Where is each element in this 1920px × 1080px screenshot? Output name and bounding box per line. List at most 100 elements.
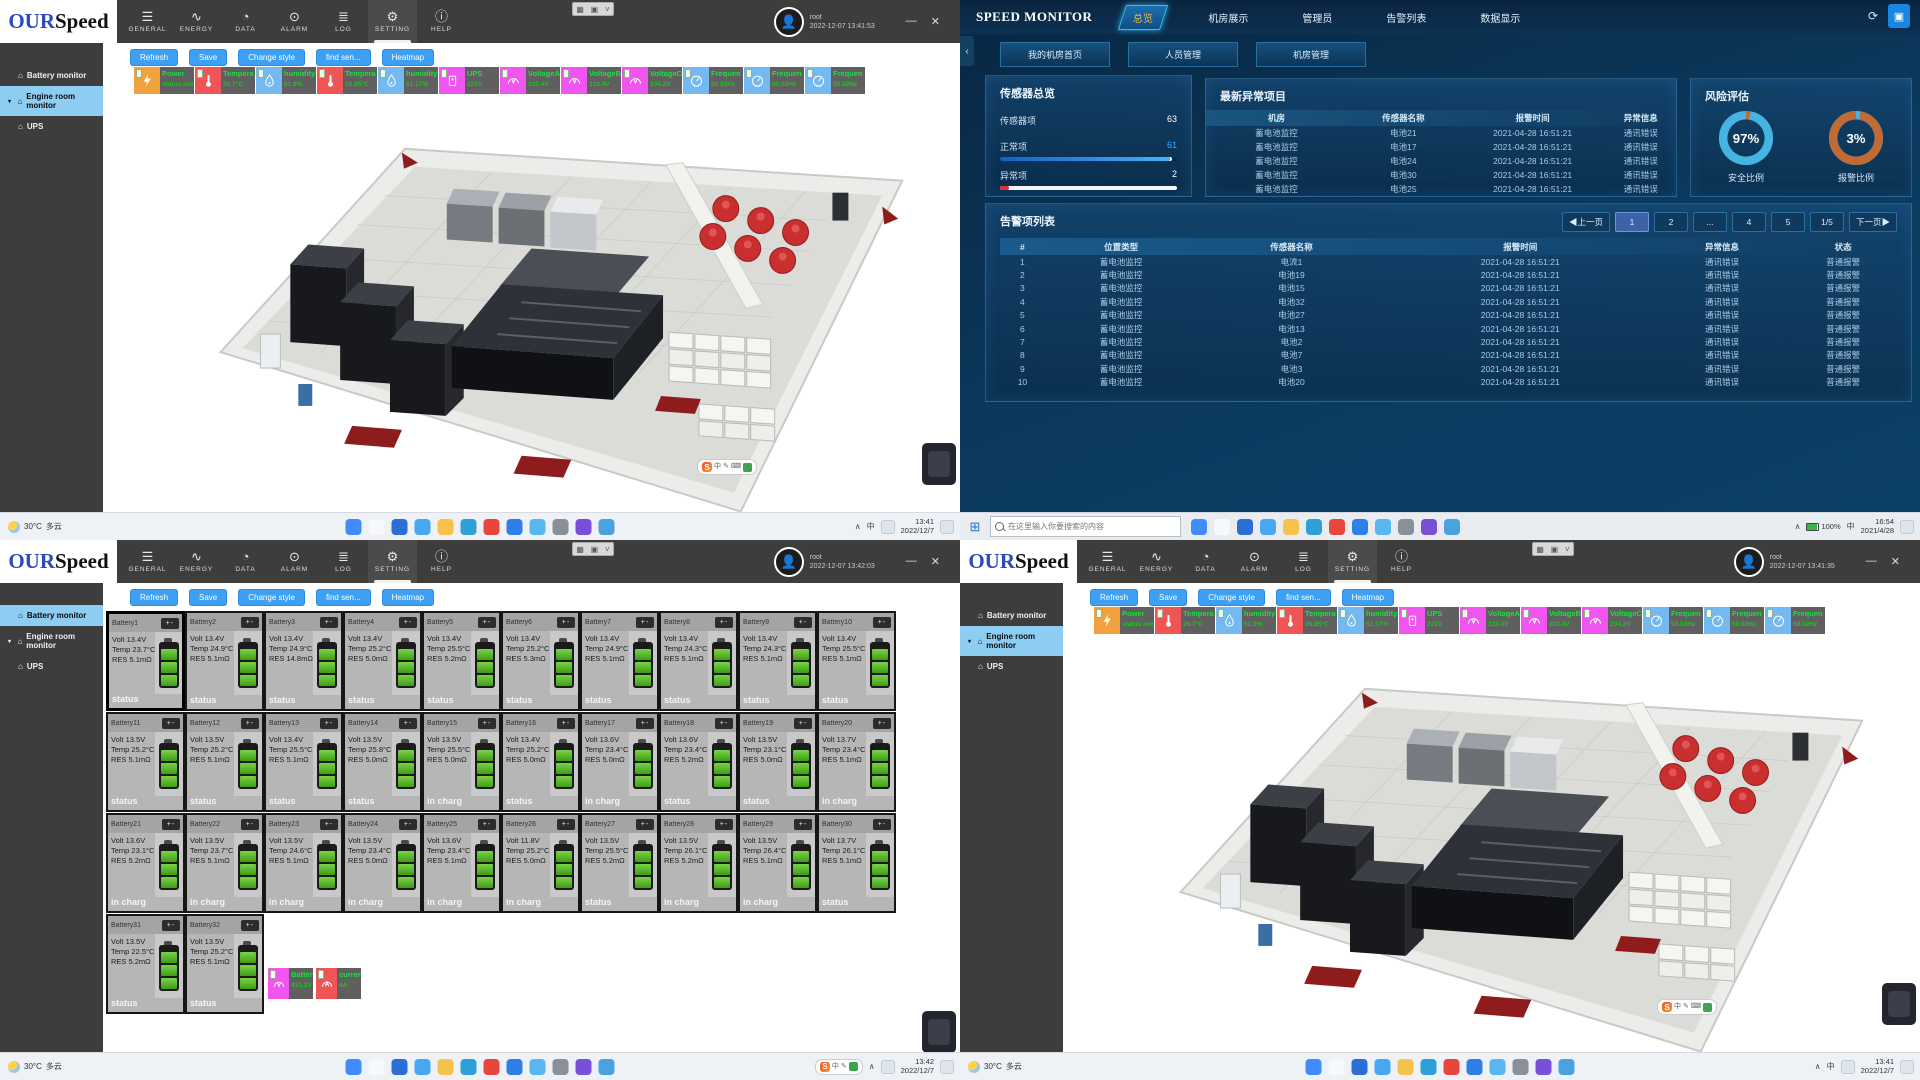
taskbar-icon[interactable] (598, 518, 615, 535)
battery-cell[interactable]: Battery5 +- Volt 13.4V Temp 25.5°C RES 5.… (422, 611, 501, 711)
sidebar-item[interactable]: ⌂ UPS (978, 662, 1004, 671)
sensor-chip[interactable]: humidity 51.9% (1216, 607, 1276, 634)
toolbar-button[interactable]: Heatmap (381, 49, 435, 66)
close-button[interactable]: ✕ (930, 16, 940, 28)
ime-indicator[interactable]: 中 (1846, 522, 1855, 531)
battery-cell[interactable]: Battery18 +- Volt 13.6V Temp 23.4°C RES 5… (659, 712, 738, 812)
page-button[interactable]: 2 (1653, 212, 1688, 232)
battery-cell[interactable]: Battery28 +- Volt 13.5V Temp 26.1°C RES 5… (659, 813, 738, 913)
subnav-button[interactable]: 人员管理 (1128, 42, 1238, 67)
sensor-chip[interactable]: Frequen 50.02Hz (744, 67, 804, 94)
close-button[interactable]: ✕ (930, 556, 940, 568)
nav-tab[interactable]: ☰ GENERAL (1088, 549, 1127, 574)
taskbar-icon[interactable] (1306, 518, 1322, 535)
toolbar-button[interactable]: Save (1149, 589, 1188, 606)
panel-switch-icon[interactable]: ▣ (1888, 4, 1910, 28)
taskbar-icon[interactable] (1421, 518, 1437, 535)
page-button[interactable]: 5 (1770, 212, 1805, 232)
battery-cell[interactable]: Battery15 +- Volt 13.5V Temp 25.5°C RES 5… (422, 712, 501, 812)
nav-tab[interactable]: ⓘ HELP (431, 549, 452, 574)
sidebar-item[interactable]: ▾ ⌂ Engine room monitor (0, 86, 103, 116)
taskbar-icon[interactable] (437, 518, 454, 535)
table-row[interactable]: 蓄电池监控 电池24 2021-04-28 16:51:21 通讯错误 (1255, 156, 1658, 166)
ime-indicator[interactable]: 中 (866, 522, 875, 531)
battery-cell[interactable]: Battery14 +- Volt 13.5V Temp 25.8°C RES 5… (343, 712, 422, 812)
sidebar-item[interactable]: ⌂ Battery monitor (18, 71, 87, 80)
sidebar-item[interactable]: ⌂ UPS (18, 662, 44, 671)
toolbar-button[interactable]: Change style (1198, 589, 1265, 606)
alarm-table-row[interactable]: 1 蓄电池监控 电流1 2021-04-28 16:51:21 通讯错误 普通报… (1020, 256, 1861, 267)
dashboard-tab[interactable]: 管理员 (1302, 13, 1333, 25)
taskbar-icon[interactable] (414, 1058, 431, 1075)
battery-cell[interactable]: Battery3 +- Volt 13.4V Temp 24.9°C RES 14… (264, 611, 343, 711)
taskbar-icon[interactable] (414, 518, 431, 535)
battery-cell[interactable]: Battery24 +- Volt 13.5V Temp 23.4°C RES 5… (343, 813, 422, 913)
user-avatar-icon[interactable]: 👤 (773, 6, 804, 37)
nav-tab[interactable]: ☰ GENERAL (128, 9, 167, 34)
camera-widget[interactable] (1882, 983, 1916, 1025)
subnav-button[interactable]: 机房管理 (1256, 42, 1366, 67)
notification-icon[interactable] (940, 1059, 954, 1074)
toolbar-button[interactable]: find sen... (1275, 589, 1331, 606)
close-button[interactable]: ✕ (1890, 556, 1900, 568)
battery-cell[interactable]: Battery13 +- Volt 13.4V Temp 25.5°C RES 5… (264, 712, 343, 812)
taskbar-icon[interactable] (598, 1058, 615, 1075)
notification-icon[interactable] (1900, 519, 1914, 534)
dashboard-tab[interactable]: 告警列表 (1386, 13, 1427, 25)
volume-icon[interactable] (1840, 1059, 1855, 1074)
page-button[interactable]: ... (1692, 212, 1727, 232)
clock[interactable]: 13:41 2022/12/7 (1860, 1057, 1894, 1075)
taskbar-icon[interactable] (552, 1058, 569, 1075)
toolbar-button[interactable]: Change style (238, 589, 305, 606)
battery-cell[interactable]: Battery31 +- Volt 13.5V Temp 22.5°C RES 5… (106, 914, 185, 1014)
page-button[interactable]: ◀上一页 (1561, 212, 1610, 232)
battery-cell[interactable]: Battery8 +- Volt 13.4V Temp 24.3°C RES 5.… (659, 611, 738, 711)
taskbar-icon[interactable] (391, 1058, 408, 1075)
alarm-table-row[interactable]: 3 蓄电池监控 电池15 2021-04-28 16:51:21 通讯错误 普通… (1020, 283, 1861, 294)
taskbar-icon[interactable] (575, 1058, 592, 1075)
nav-tab[interactable]: ◔ DATA (1195, 549, 1216, 574)
page-button[interactable]: 下一页▶ (1848, 212, 1897, 232)
table-row[interactable]: 蓄电池监控 电池21 2021-04-28 16:51:21 通讯错误 (1255, 128, 1658, 138)
floating-mini-toolbar[interactable]: ▦ ▣ ˅ (572, 542, 614, 556)
battery-cell[interactable]: Battery17 +- Volt 13.6V Temp 23.4°C RES 5… (580, 712, 659, 812)
sensor-chip[interactable]: Battery431.3V (268, 968, 313, 999)
battery-cell[interactable]: Battery2 +- Volt 13.4V Temp 24.9°C RES 5.… (185, 611, 264, 711)
battery-cell[interactable]: Battery1 +- Volt 13.4V Temp 23.7°C RES 5.… (106, 611, 185, 711)
sogou-ime-bar[interactable]: S 中 ✎ ⌨ (1657, 999, 1717, 1015)
battery-cell[interactable]: Battery16 +- Volt 13.4V Temp 25.2°C RES 5… (501, 712, 580, 812)
start-button[interactable]: ⊞ (969, 518, 981, 534)
sensor-chip[interactable]: Frequen 50.02Hz (805, 67, 865, 94)
notification-icon[interactable] (940, 519, 954, 534)
clock[interactable]: 13:41 2022/12/7 (900, 517, 934, 535)
notification-icon[interactable] (1900, 1059, 1914, 1074)
taskbar-icon[interactable] (529, 1058, 546, 1075)
toolbar-button[interactable]: find sen... (315, 589, 371, 606)
taskbar-icon[interactable] (1420, 1058, 1437, 1075)
volume-icon[interactable] (880, 519, 895, 534)
sogou-ime-bar[interactable]: S 中 ✎ ⌨ (697, 459, 757, 475)
battery-cell[interactable]: Battery29 +- Volt 13.5V Temp 26.4°C RES 5… (738, 813, 817, 913)
minimize-button[interactable]: — (1865, 555, 1877, 567)
nav-tab[interactable]: ∿ ENERGY (179, 9, 214, 34)
sensor-chip[interactable]: VoltageB 233.4V (1521, 607, 1581, 634)
battery-cell[interactable]: Battery9 +- Volt 13.4V Temp 24.3°C RES 5.… (738, 611, 817, 711)
sensor-chip[interactable]: humidity2 51.17% (1338, 607, 1398, 634)
page-button[interactable]: 1 (1614, 212, 1649, 232)
tray-caret-icon[interactable]: ∧ (1794, 522, 1801, 531)
collapse-arrow[interactable]: ‹ (960, 36, 974, 66)
toolbar-button[interactable]: Heatmap (381, 589, 435, 606)
subnav-button[interactable]: 我的机房首页 (1000, 42, 1110, 67)
battery-indicator[interactable]: 100% (1806, 522, 1841, 531)
nav-tab[interactable]: ☰ GENERAL (128, 549, 167, 574)
user-avatar-icon[interactable]: 👤 (1733, 546, 1764, 577)
taskbar-icon[interactable] (1214, 518, 1230, 535)
sensor-chip[interactable]: UPS 221V (1399, 607, 1459, 634)
battery-cell[interactable]: Battery30 +- Volt 13.7V Temp 26.1°C RES 5… (817, 813, 896, 913)
page-button[interactable]: 4 (1731, 212, 1766, 232)
floating-mini-toolbar[interactable]: ▦ ▣ ˅ (1532, 542, 1574, 556)
taskbar-icon[interactable] (437, 1058, 454, 1075)
taskbar-icon[interactable] (529, 518, 546, 535)
taskbar-icon[interactable] (1191, 518, 1207, 535)
camera-widget[interactable] (922, 1011, 956, 1053)
